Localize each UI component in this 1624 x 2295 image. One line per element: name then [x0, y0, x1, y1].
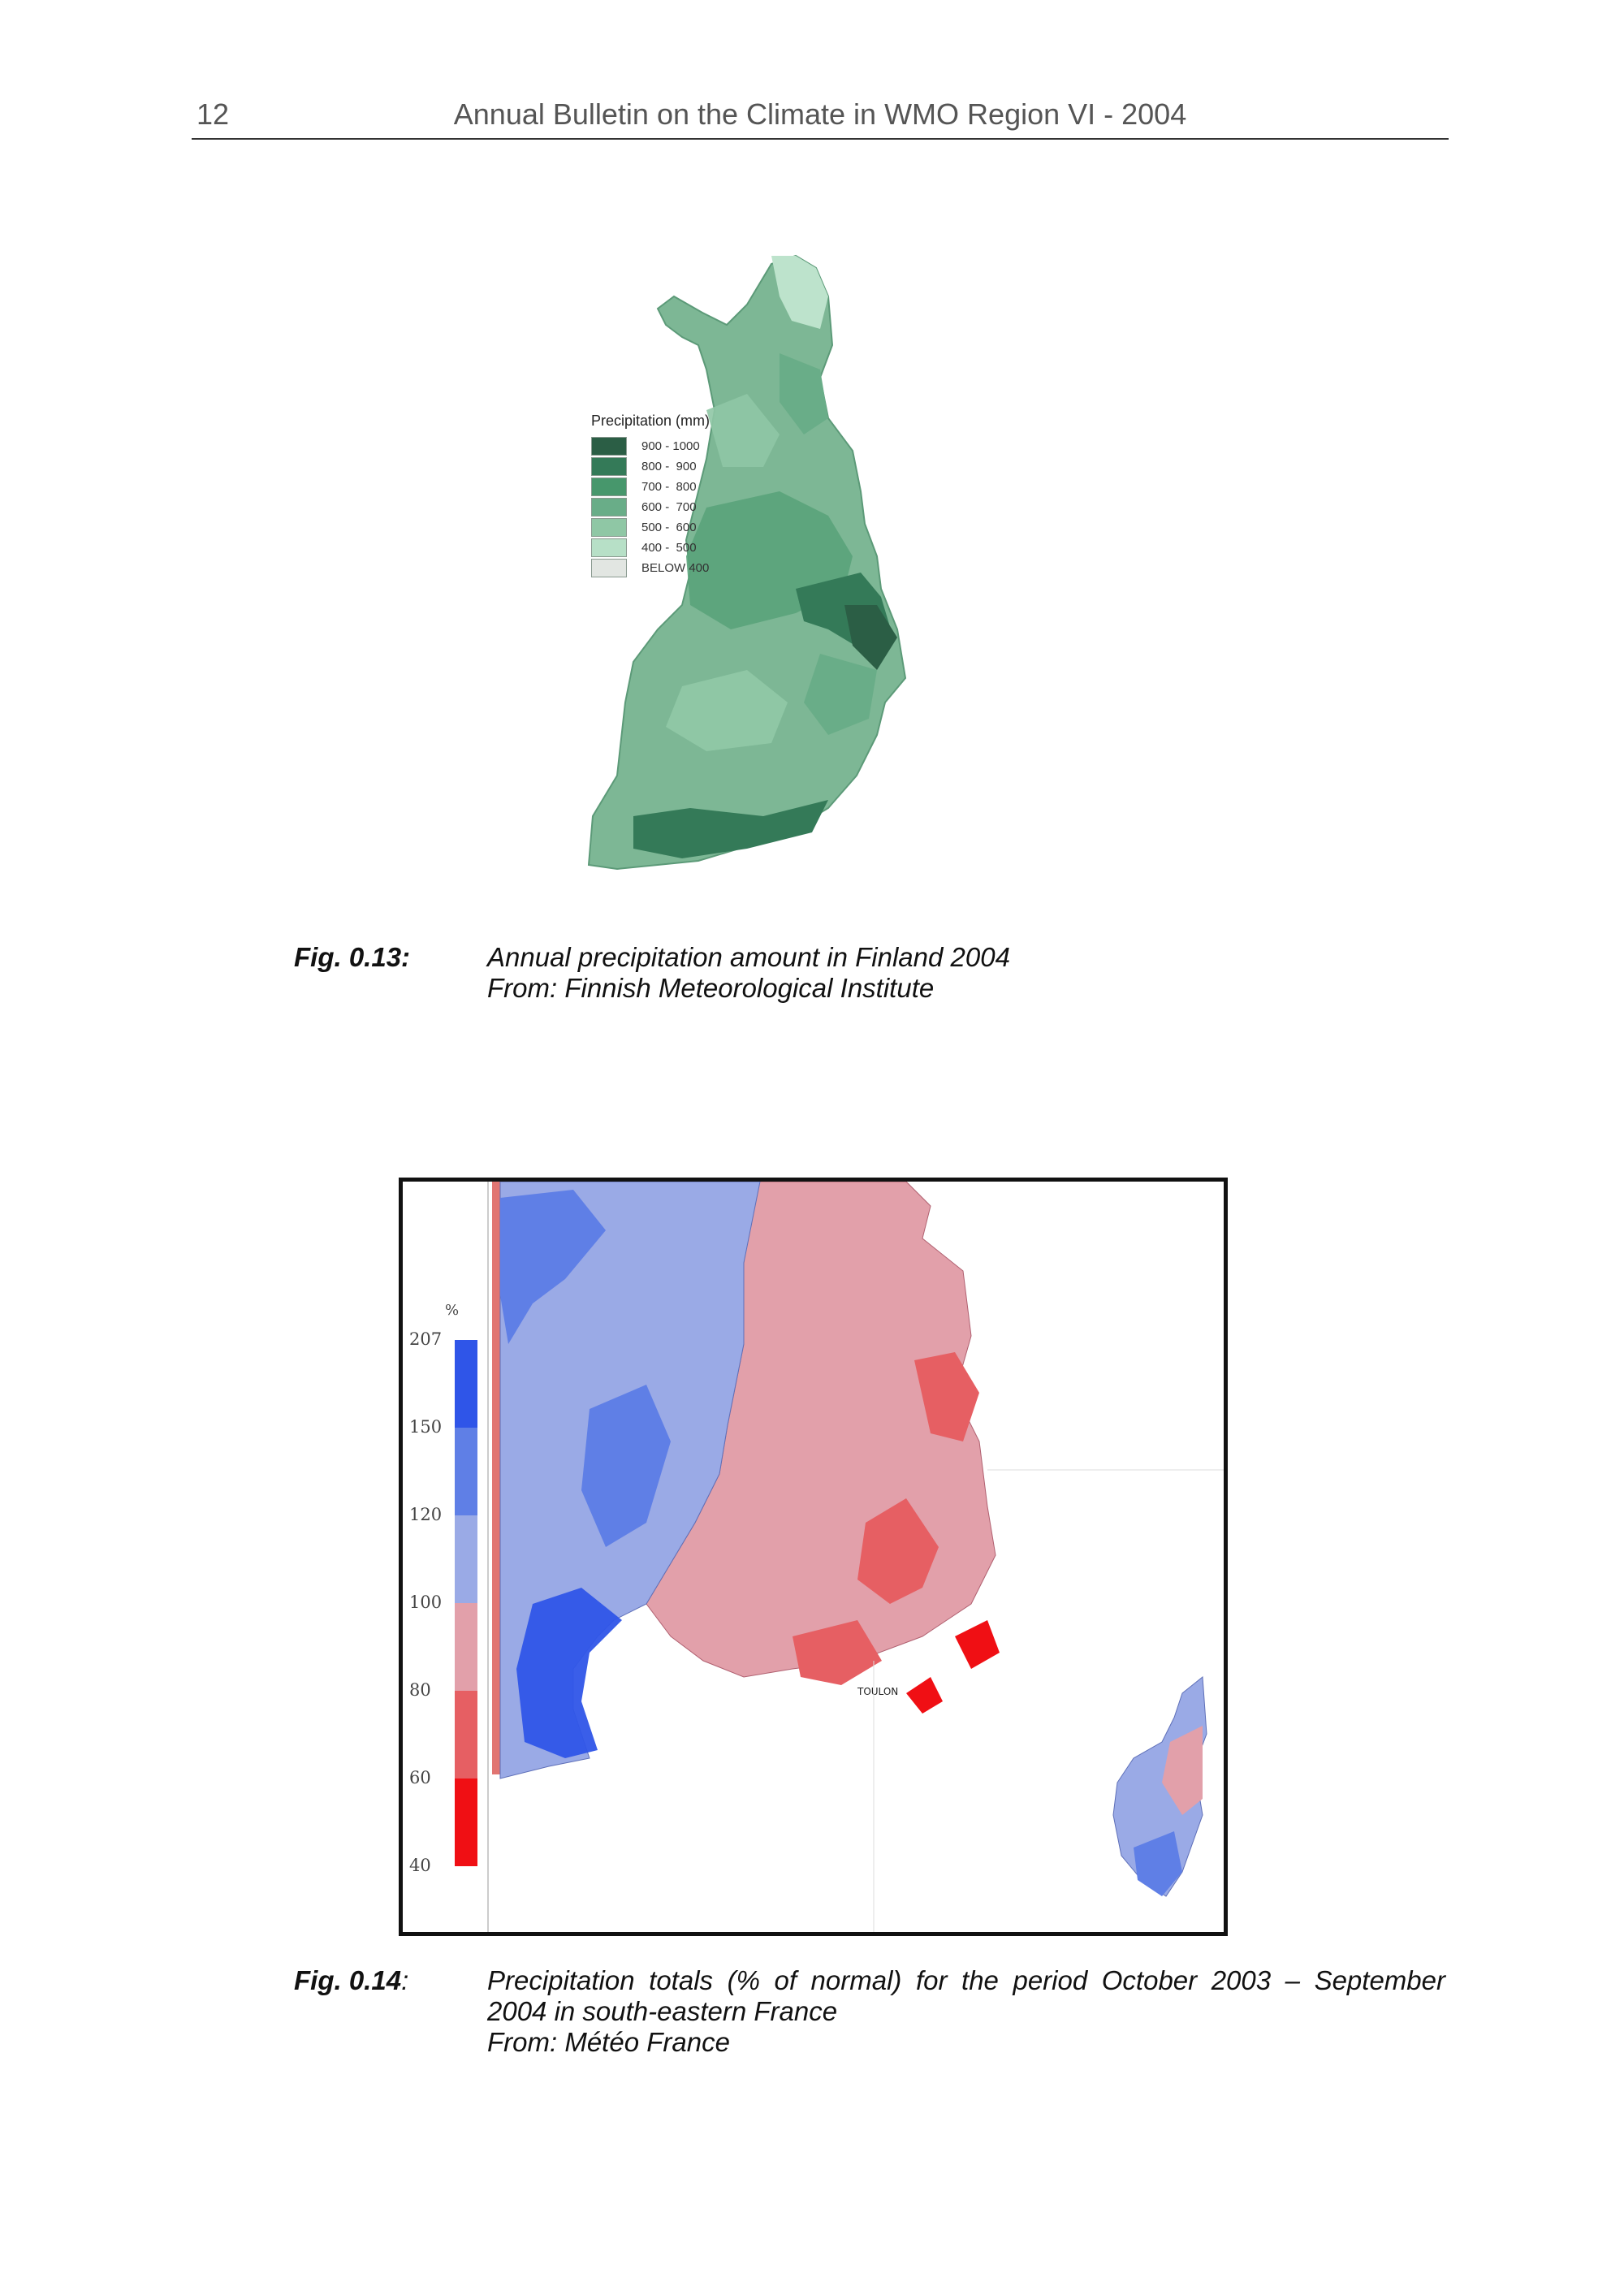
caption-label-text: Fig. 0.14 — [294, 1965, 402, 1995]
caption-line: Precipitation totals (% of normal) for t… — [487, 1965, 1445, 1995]
caption-label: Fig. 0.13: — [294, 942, 411, 972]
finland-precipitation-map — [585, 248, 1007, 897]
colorbar-segment — [455, 1428, 477, 1515]
legend-label: BELOW 400 — [641, 561, 710, 575]
legend-item: 400 - 500 — [591, 538, 754, 558]
scale-tick: 40 — [409, 1856, 431, 1875]
legend-item: 500 - 600 — [591, 517, 754, 538]
colorbar-segment — [455, 1691, 477, 1779]
caption-text: Annual precipitation amount in Finland 2… — [487, 942, 1445, 1004]
legend-label: 500 - 600 — [641, 521, 697, 534]
caption-line: Annual precipitation amount in Finland 2… — [487, 942, 1010, 972]
legend-item: BELOW 400 — [591, 558, 754, 578]
caption-line: From: Météo France — [487, 2027, 730, 2057]
legend-title: Precipitation (mm) — [591, 413, 710, 429]
legend-label: 900 - 1000 — [641, 439, 700, 453]
legend-item: 700 - 800 — [591, 477, 754, 497]
page-number: 12 — [197, 97, 230, 131]
caption-text: Precipitation totals (% of normal) for t… — [487, 1965, 1445, 2058]
running-title: Annual Bulletin on the Climate in WMO Re… — [453, 97, 1187, 131]
legend-swatch — [591, 559, 627, 577]
legend-label: 700 - 800 — [641, 480, 697, 494]
finland-map-legend: Precipitation (mm) 900 - 1000 800 - 900 … — [591, 413, 754, 578]
caption-line: From: Finnish Meteorological Institute — [487, 973, 935, 1003]
legend-item: 800 - 900 — [591, 456, 754, 477]
caption-label: Fig. 0.14: — [294, 1965, 408, 1996]
page-header: 12 Annual Bulletin on the Climate in WMO… — [192, 96, 1449, 140]
legend-item: 600 - 700 — [591, 497, 754, 517]
scale-tick: 80 — [409, 1680, 431, 1700]
colorbar-segment — [455, 1779, 477, 1866]
scale-tick: 100 — [409, 1593, 443, 1612]
scale-tick: 120 — [409, 1505, 443, 1524]
figure-caption-0-13: Fig. 0.13: Annual precipitation amount i… — [0, 942, 1624, 1015]
legend-item: 900 - 1000 — [591, 436, 754, 456]
scale-tick: 207 — [409, 1329, 443, 1349]
legend-swatch — [591, 538, 627, 557]
finland-map-svg — [587, 254, 907, 871]
legend-swatch — [591, 478, 627, 496]
legend-swatch — [591, 518, 627, 537]
france-map-svg: TOULON — [403, 1182, 1224, 1932]
precipitation-colorbar — [455, 1340, 477, 1866]
figure-caption-0-14: Fig. 0.14: Precipitation totals (% of no… — [0, 1965, 1624, 2071]
colorbar-segment — [455, 1515, 477, 1603]
colorbar-segment — [455, 1340, 477, 1428]
legend-swatch — [591, 498, 627, 516]
france-precipitation-map: TOULON % 207 150 120 100 80 60 40 — [399, 1178, 1228, 1936]
scale-tick: 150 — [409, 1417, 443, 1437]
legend-label: 600 - 700 — [641, 500, 697, 514]
legend-label: 400 - 500 — [641, 541, 697, 555]
legend-swatch — [591, 457, 627, 476]
caption-line: 2004 in south-eastern France — [487, 1996, 838, 2026]
legend-label: 800 - 900 — [641, 460, 697, 473]
legend-swatch — [591, 437, 627, 456]
colorbar-segment — [455, 1603, 477, 1691]
caption-label-colon: : — [401, 1965, 409, 1995]
city-label-toulon: TOULON — [857, 1686, 898, 1697]
scale-unit: % — [445, 1302, 460, 1319]
scale-tick: 60 — [409, 1768, 431, 1787]
